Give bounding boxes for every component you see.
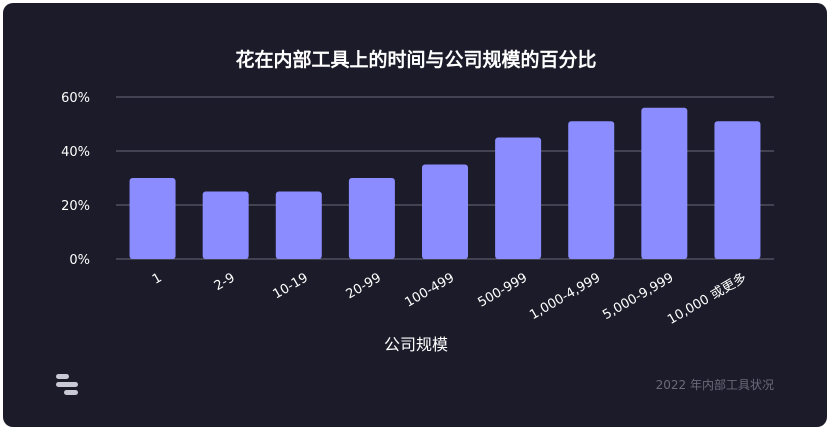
bar (495, 137, 542, 259)
source-footer: 2022 年内部工具状况 (655, 378, 774, 392)
x-tick-label: 1 (150, 270, 165, 287)
y-tick-label: 0% (69, 253, 90, 268)
y-tick-label: 40% (61, 145, 90, 160)
x-tick-label: 2-9 (212, 270, 238, 294)
bar (641, 107, 688, 259)
y-tick-label: 20% (61, 199, 90, 214)
x-tick-label: 20-99 (344, 270, 384, 302)
x-tick-label: 1,000-4,999 (527, 270, 603, 323)
bar (422, 164, 468, 259)
bar (129, 178, 176, 259)
bar (348, 178, 395, 259)
x-tick-label: 10-19 (271, 270, 311, 302)
bar (202, 191, 249, 259)
brand-logo-icon (56, 374, 78, 395)
bar (714, 121, 761, 259)
x-tick-label: 500-999 (476, 270, 531, 310)
x-tick-label: 100-499 (402, 270, 457, 310)
x-tick-label: 10,000 或更多 (665, 270, 750, 328)
bar (275, 191, 322, 259)
x-axis-label: 公司规模 (383, 335, 448, 354)
y-tick-label: 60% (61, 91, 90, 106)
chart-title: 花在内部工具上的时间与公司规模的百分比 (235, 49, 597, 71)
bar (568, 121, 615, 259)
